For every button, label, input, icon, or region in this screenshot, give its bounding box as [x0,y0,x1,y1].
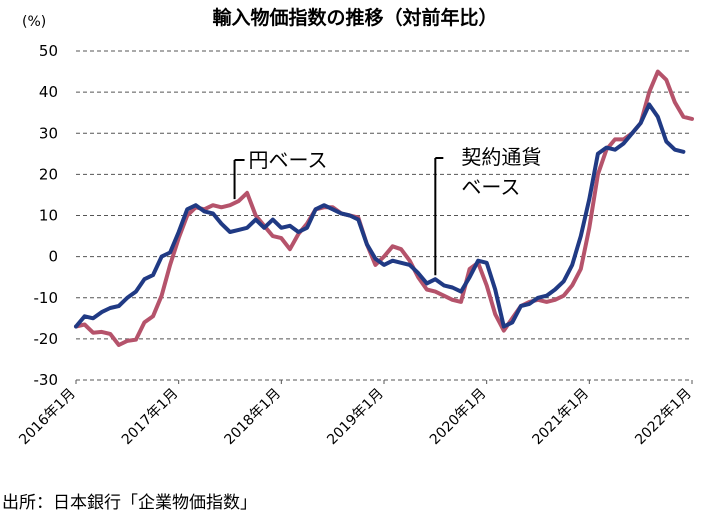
y-tick-label: 10 [39,207,58,225]
annotation-label-contract-2: ベース [461,175,520,199]
y-tick-label: 50 [39,42,58,60]
series-lines [74,69,694,347]
y-tick-label: 30 [39,124,58,142]
x-tick-label: 2019年1月 [324,386,387,449]
chart-title: 輸入物価指数の推移（対前年比） [212,6,497,29]
y-tick-label: 40 [39,83,58,101]
series-line-yen-basis [74,69,694,347]
y-tick-label: -10 [34,289,59,307]
x-tick-label: 2022年1月 [632,386,695,449]
y-axis-ticks: 50 40 30 20 10 0 -10 -20 -30 [34,42,59,389]
x-tick-label: 2021年1月 [530,386,593,449]
y-tick-label: 0 [48,248,58,266]
x-tick-label: 2017年1月 [119,386,182,449]
annotation-label-yen: 円ベース [249,148,328,172]
gridlines [76,50,692,381]
y-axis-unit: (%) [22,14,46,30]
x-axis: 2016年1月 2017年1月 2018年1月 2019年1月 2020年1月 2021年… [16,380,695,448]
y-tick-label: -20 [34,330,59,348]
annotation-label-contract: 契約通貨 [461,145,541,169]
x-tick-label: 2018年1月 [222,386,285,449]
series-line-contract-currency-basis [74,102,686,329]
y-tick-label: 20 [39,165,58,183]
source-note: 出所：日本銀行「企業物価指数」 [2,493,257,513]
x-tick-label: 2020年1月 [427,386,490,449]
x-tick-label: 2016年1月 [16,386,79,449]
y-tick-label: -30 [34,371,59,389]
